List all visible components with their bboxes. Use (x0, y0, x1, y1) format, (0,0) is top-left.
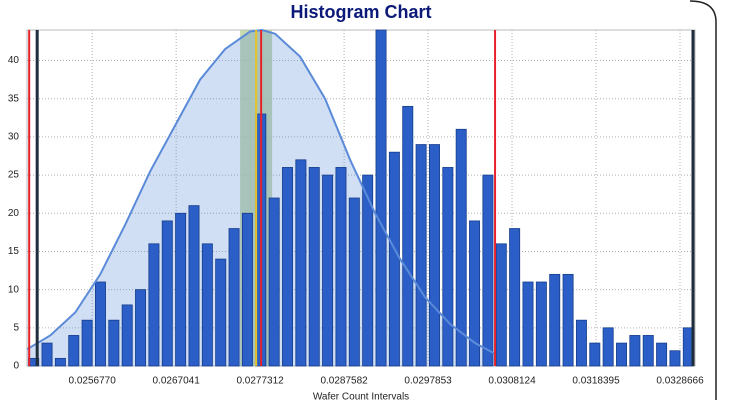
y-tick-label: 5 (13, 322, 19, 333)
bar (161, 220, 173, 367)
bar (148, 243, 160, 367)
bar (362, 174, 374, 367)
bar (509, 228, 521, 367)
bar (629, 335, 641, 367)
y-tick-label: 20 (8, 208, 20, 219)
bar (442, 167, 454, 367)
bar (121, 304, 133, 367)
bar (322, 174, 334, 367)
x-tick-label: 0.0328666 (656, 376, 704, 387)
bar (642, 335, 654, 367)
bar (402, 105, 414, 367)
bar (656, 342, 668, 367)
bar (482, 174, 494, 367)
bar (81, 319, 93, 367)
bar (388, 151, 400, 367)
chart-title: Histogram Chart (290, 2, 431, 22)
bar (201, 243, 213, 367)
bar (108, 319, 120, 367)
bar (616, 342, 628, 367)
bar (455, 128, 467, 367)
bar (669, 350, 681, 367)
bar (469, 220, 481, 367)
frame-border (689, 0, 717, 400)
x-axis-label: Wafer Count Intervals (313, 392, 409, 400)
bar (295, 159, 307, 367)
bar (602, 327, 614, 367)
bar (495, 243, 507, 367)
x-tick-label: 0.0318395 (572, 376, 620, 387)
bar (215, 258, 227, 367)
bar (375, 29, 387, 367)
x-tick-label: 0.0297853 (404, 376, 452, 387)
x-tick-label: 0.0277312 (236, 376, 284, 387)
bar (335, 167, 347, 367)
bar (308, 167, 320, 367)
bar (228, 228, 240, 367)
bar (135, 289, 147, 367)
x-tick-label: 0.0256770 (69, 376, 117, 387)
y-tick-label: 35 (8, 93, 20, 104)
bar (522, 281, 534, 367)
bar (241, 212, 253, 367)
bar (41, 342, 53, 367)
bar (589, 342, 601, 367)
y-tick-label: 15 (8, 246, 20, 257)
bar (549, 273, 561, 367)
bar (415, 144, 427, 367)
x-tick-label: 0.0308124 (488, 376, 536, 387)
bar (54, 357, 66, 367)
bar (95, 281, 106, 367)
bar (428, 144, 440, 367)
bar (175, 212, 187, 367)
y-tick-label: 0 (13, 361, 19, 372)
y-tick-label: 25 (8, 170, 20, 181)
bar (575, 319, 587, 367)
y-tick-label: 40 (8, 55, 20, 66)
bar (268, 197, 280, 367)
x-tick-label: 0.0267041 (153, 376, 201, 387)
bar (348, 197, 360, 367)
bar (535, 281, 547, 367)
bar (282, 167, 294, 367)
bar (562, 273, 574, 367)
x-tick-label: 0.0287582 (320, 376, 368, 387)
y-tick-label: 30 (8, 132, 20, 143)
bar (188, 205, 200, 367)
bar (68, 335, 80, 367)
y-tick-label: 10 (8, 284, 20, 295)
